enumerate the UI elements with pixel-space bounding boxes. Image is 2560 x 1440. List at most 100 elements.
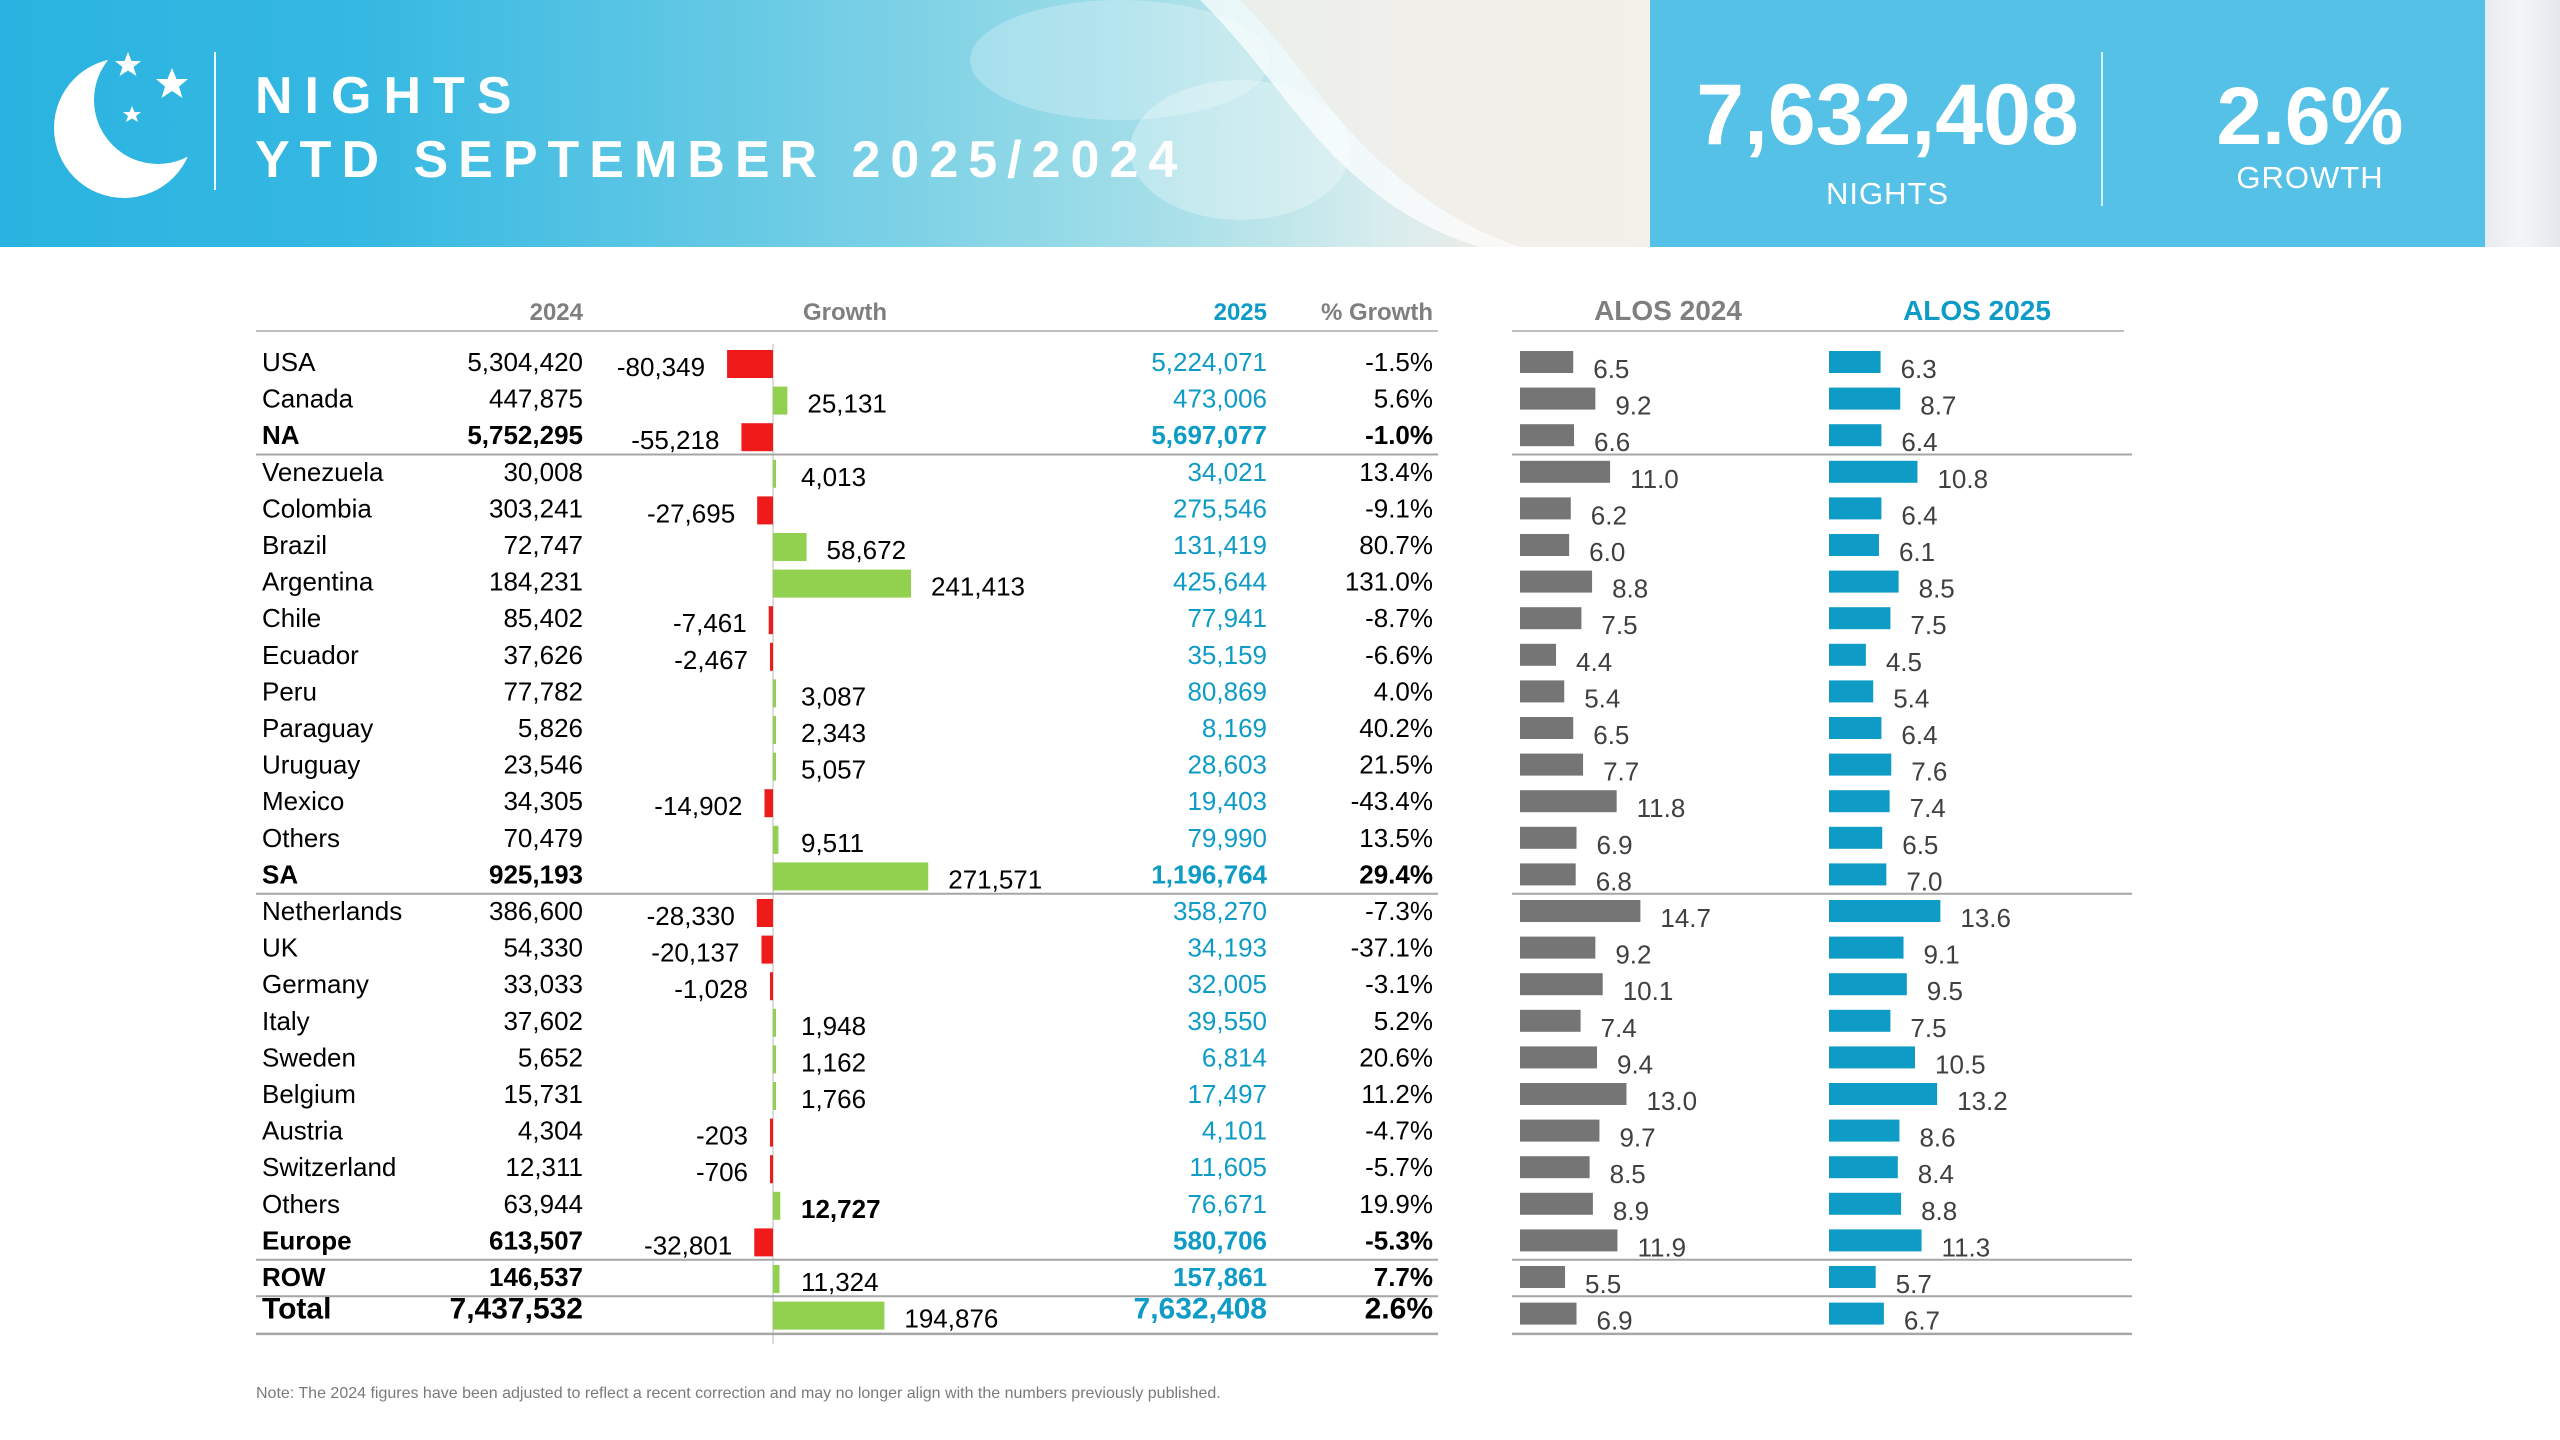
- alos-2025-label: 8.8: [1921, 1196, 1957, 1226]
- value-2025: 76,671: [1187, 1189, 1267, 1219]
- beach-wave-decoration: [970, 0, 1650, 247]
- alos-2024-bar: [1520, 460, 1611, 483]
- pct-growth: -1.5%: [1365, 347, 1433, 377]
- col-header-pct-growth: % Growth: [1321, 299, 1433, 326]
- alos-2025-label: 5.4: [1893, 683, 1929, 713]
- growth-bar-positive: [773, 862, 929, 891]
- pct-growth: 19.9%: [1359, 1189, 1433, 1219]
- alos-2025-bar: [1829, 424, 1882, 447]
- alos-2025-label: 8.4: [1918, 1159, 1954, 1189]
- alos-2024-bar: [1520, 1229, 1618, 1252]
- growth-bar-positive: [773, 533, 807, 561]
- row-label: Uruguay: [262, 750, 360, 780]
- row-label: Argentina: [262, 567, 374, 597]
- value-2024: 37,626: [503, 640, 583, 670]
- alos-2024-bar: [1520, 753, 1584, 776]
- kpi-panel: [1650, 0, 2485, 247]
- row-label: Europe: [262, 1225, 352, 1255]
- row-label: Sweden: [262, 1042, 356, 1072]
- growth-label: 194,876: [904, 1304, 998, 1334]
- pct-growth: -1.0%: [1365, 420, 1433, 450]
- alos-2024-bar: [1520, 826, 1577, 849]
- pct-growth: 4.0%: [1374, 676, 1433, 706]
- growth-label: 3,087: [801, 681, 866, 711]
- value-2025: 77,941: [1187, 603, 1267, 633]
- pct-growth: 20.6%: [1359, 1042, 1433, 1072]
- growth-bar-negative: [770, 972, 773, 1001]
- value-2024: 447,875: [489, 384, 583, 414]
- alos-2025-label: 10.5: [1935, 1049, 1986, 1079]
- alos-2024-bar: [1520, 1009, 1581, 1032]
- row-label: SA: [262, 859, 298, 889]
- alos-2024-label: 8.5: [1610, 1159, 1646, 1189]
- value-2024: 77,782: [503, 676, 583, 706]
- growth-bar-positive: [773, 679, 776, 708]
- growth-bar-negative: [770, 1118, 773, 1147]
- alos-2024-bar: [1520, 387, 1596, 410]
- growth-label: 271,571: [948, 864, 1042, 894]
- alos-2025-bar: [1829, 643, 1866, 666]
- row-label: NA: [262, 420, 300, 450]
- alos-2025-bar: [1829, 607, 1891, 630]
- growth-label: -80,349: [617, 352, 705, 382]
- alos-2025-label: 6.4: [1901, 500, 1937, 530]
- growth-bar-negative: [741, 423, 773, 452]
- alos-2024-bar: [1520, 1156, 1590, 1179]
- growth-bar-positive: [773, 1191, 781, 1220]
- growth-label: -7,461: [673, 608, 747, 638]
- growth-label: 58,672: [827, 535, 907, 565]
- alos-2025-bar: [1829, 863, 1887, 886]
- alos-2025-bar: [1829, 973, 1907, 996]
- alos-2025-label: 13.2: [1957, 1086, 2008, 1116]
- value-2024: 5,652: [518, 1042, 583, 1072]
- pct-growth: 2.6%: [1365, 1293, 1433, 1326]
- alos-2024-label: 6.9: [1597, 830, 1633, 860]
- growth-bar-negative: [757, 496, 773, 525]
- row-label: Total: [262, 1293, 331, 1326]
- alos-2024-label: 7.4: [1601, 1013, 1637, 1043]
- col-header-2024: 2024: [530, 299, 584, 326]
- alos-2025-bar: [1829, 717, 1882, 739]
- alos-2024-bar: [1520, 1119, 1600, 1142]
- alos-2025-label: 10.8: [1937, 464, 1988, 494]
- alos-2024-bar: [1520, 863, 1576, 886]
- row-label: Colombia: [262, 493, 372, 523]
- growth-bar-positive: [773, 1301, 885, 1330]
- value-2025: 131,419: [1173, 530, 1267, 560]
- alos-2025-label: 11.3: [1942, 1232, 1991, 1262]
- alos-2024-bar: [1520, 1266, 1566, 1288]
- alos-2024-bar: [1520, 643, 1557, 666]
- alos-2024-label: 6.0: [1589, 537, 1625, 567]
- alos-2024-bar: [1520, 936, 1596, 959]
- value-2024: 37,602: [503, 1006, 583, 1036]
- growth-label: -1,028: [674, 974, 748, 1004]
- value-2024: 70,479: [503, 823, 583, 853]
- growth-label: -20,137: [651, 938, 739, 968]
- growth-bar-positive: [773, 459, 776, 488]
- alos-2025-bar: [1829, 351, 1881, 373]
- alos-2024-label: 13.0: [1646, 1086, 1697, 1116]
- row-label: Ecuador: [262, 640, 359, 670]
- kpi-nights-label: NIGHTS: [1825, 176, 1950, 211]
- alos-2025-label: 6.3: [1901, 354, 1937, 384]
- alos-2025-bar: [1829, 790, 1890, 813]
- alos-2025-label: 7.5: [1910, 1013, 1946, 1043]
- alos-2025-label: 7.5: [1910, 610, 1946, 640]
- value-2024: 23,546: [503, 750, 583, 780]
- growth-bar-negative: [754, 1228, 773, 1257]
- growth-bar-positive: [773, 752, 776, 781]
- value-2025: 473,006: [1173, 384, 1267, 414]
- row-label: Others: [262, 1189, 340, 1219]
- alos-2025-label: 6.1: [1899, 537, 1935, 567]
- value-2025: 1,196,764: [1151, 859, 1267, 889]
- value-2025: 35,159: [1187, 640, 1267, 670]
- page-subtitle: YTD SEPTEMBER 2025/2024: [255, 131, 1188, 189]
- alos-2025-bar: [1829, 900, 1941, 922]
- alos-2024-label: 4.4: [1576, 647, 1612, 677]
- value-2024: 34,305: [503, 786, 583, 816]
- growth-bar-positive: [773, 1045, 776, 1074]
- pct-growth: 7.7%: [1374, 1262, 1433, 1292]
- value-2024: 63,944: [503, 1189, 583, 1219]
- alos-2024-label: 9.2: [1615, 391, 1651, 421]
